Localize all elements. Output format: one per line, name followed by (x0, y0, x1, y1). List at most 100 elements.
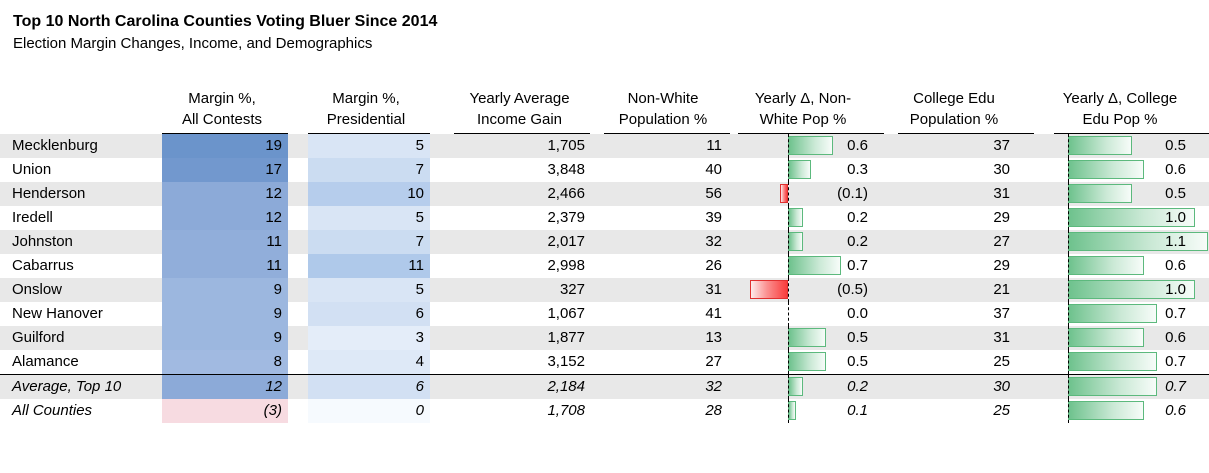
income-cell: 2,017 (547, 233, 585, 250)
zero-axis-line (788, 350, 789, 374)
delta-value: 1.0 (1165, 281, 1186, 298)
report: Top 10 North Carolina Counties Voting Bl… (0, 13, 1209, 423)
county-label: Union (12, 161, 52, 178)
zero-axis-line (788, 278, 789, 302)
margin-pres-cell: 6 (308, 375, 430, 399)
county-label: Henderson (12, 185, 86, 202)
delta-value: (0.5) (837, 281, 868, 298)
nonwhite-cell: 40 (705, 161, 722, 178)
nonwhite-cell: 32 (705, 378, 722, 395)
delta-value: 1.0 (1165, 209, 1186, 226)
nw-delta-cell: 0.2 (738, 230, 884, 254)
income-cell: 1,877 (547, 329, 585, 346)
nonwhite-cell: 31 (705, 281, 722, 298)
college-cell: 25 (993, 402, 1010, 419)
table-row: Mecklenburg 19 5 1,705 11 0.6 37 0.5 (0, 134, 1209, 158)
nw-delta-cell: 0.0 (738, 302, 884, 326)
table-body: Mecklenburg 19 5 1,705 11 0.6 37 0.5 Union 17 7 3,8… (0, 134, 1209, 423)
page-title: Top 10 North Carolina Counties Voting Bl… (13, 13, 438, 30)
college-cell: 27 (993, 233, 1010, 250)
column-header-college: College Edu Population % (898, 88, 1034, 134)
college-delta-cell: 0.6 (1054, 158, 1209, 182)
zero-axis-line (788, 158, 789, 182)
positive-data-bar (788, 160, 811, 179)
margin-all-cell: 12 (162, 206, 288, 230)
income-cell: 327 (559, 281, 585, 298)
positive-data-bar (788, 208, 803, 227)
delta-value: 0.7 (1165, 353, 1186, 370)
zero-axis-line (1068, 254, 1069, 278)
positive-data-bar (788, 328, 826, 347)
column-header-margin-pres: Margin %, Presidential (308, 88, 430, 134)
margin-all-cell: 11 (162, 254, 288, 278)
margin-all-cell: 9 (162, 278, 288, 302)
margin-pres-cell: 11 (308, 254, 430, 278)
margin-pres-cell: 7 (308, 158, 430, 182)
nonwhite-cell: 26 (705, 257, 722, 274)
margin-all-cell: 17 (162, 158, 288, 182)
income-cell: 2,466 (547, 185, 585, 202)
zero-axis-line (1068, 326, 1069, 350)
county-label: Alamance (12, 353, 79, 370)
delta-value: 0.2 (847, 378, 868, 395)
margin-all-cell: 11 (162, 230, 288, 254)
county-label: Guilford (12, 329, 65, 346)
delta-value: 0.5 (847, 353, 868, 370)
college-delta-cell: 0.7 (1054, 302, 1209, 326)
nw-delta-cell: 0.2 (738, 206, 884, 230)
college-delta-cell: 1.0 (1054, 206, 1209, 230)
county-label: Average, Top 10 (12, 378, 122, 395)
delta-value: 0.7 (1165, 305, 1186, 322)
nw-delta-cell: 0.1 (738, 399, 884, 423)
negative-data-bar (750, 280, 788, 299)
zero-axis-line (1068, 375, 1069, 399)
positive-data-bar (1068, 232, 1208, 251)
zero-axis-line (788, 206, 789, 230)
page-subtitle: Election Margin Changes, Income, and Dem… (13, 35, 373, 52)
table-row: Union 17 7 3,848 40 0.3 30 0.6 (0, 158, 1209, 182)
margin-all-cell: 9 (162, 302, 288, 326)
county-label: Iredell (12, 209, 53, 226)
zero-axis-line (788, 182, 789, 206)
margin-pres-cell: 5 (308, 206, 430, 230)
delta-value: 0.6 (847, 137, 868, 154)
table-row: Alamance 8 4 3,152 27 0.5 25 0.7 (0, 350, 1209, 374)
delta-value: 0.6 (1165, 402, 1186, 419)
college-cell: 37 (993, 137, 1010, 154)
income-cell: 1,705 (547, 137, 585, 154)
zero-axis-line (1068, 399, 1069, 423)
table-header-row: Margin %, All Contests Margin %, Presidenti… (0, 88, 1209, 134)
zero-axis-line (1068, 206, 1069, 230)
zero-axis-line (788, 254, 789, 278)
table-row: Guilford 9 3 1,877 13 0.5 31 0.6 (0, 326, 1209, 350)
zero-axis-line (788, 134, 789, 158)
positive-data-bar (1068, 377, 1157, 396)
table-row: Johnston 11 7 2,017 32 0.2 27 1.1 (0, 230, 1209, 254)
data-table: Margin %, All Contests Margin %, Presidenti… (0, 88, 1209, 423)
positive-data-bar (788, 136, 833, 155)
college-delta-cell: 0.6 (1054, 254, 1209, 278)
college-delta-cell: 0.6 (1054, 399, 1209, 423)
college-cell: 25 (993, 353, 1010, 370)
college-cell: 21 (993, 281, 1010, 298)
column-header-income: Yearly Average Income Gain (454, 88, 590, 134)
positive-data-bar (788, 256, 841, 275)
college-delta-cell: 0.5 (1054, 182, 1209, 206)
negative-data-bar (780, 184, 788, 203)
college-delta-cell: 0.7 (1054, 375, 1209, 399)
delta-value: 0.2 (847, 233, 868, 250)
college-delta-cell: 0.5 (1054, 134, 1209, 158)
zero-axis-line (788, 375, 789, 399)
county-label: Johnston (12, 233, 73, 250)
delta-value: 1.1 (1165, 233, 1186, 250)
delta-value: 0.6 (1165, 329, 1186, 346)
college-cell: 30 (993, 161, 1010, 178)
college-delta-cell: 1.1 (1054, 230, 1209, 254)
zero-axis-line (1068, 350, 1069, 374)
positive-data-bar (1068, 136, 1132, 155)
college-cell: 31 (993, 329, 1010, 346)
county-label: Mecklenburg (12, 137, 98, 154)
zero-axis-line (788, 302, 789, 326)
county-label: New Hanover (12, 305, 103, 322)
margin-pres-cell: 0 (308, 399, 430, 423)
